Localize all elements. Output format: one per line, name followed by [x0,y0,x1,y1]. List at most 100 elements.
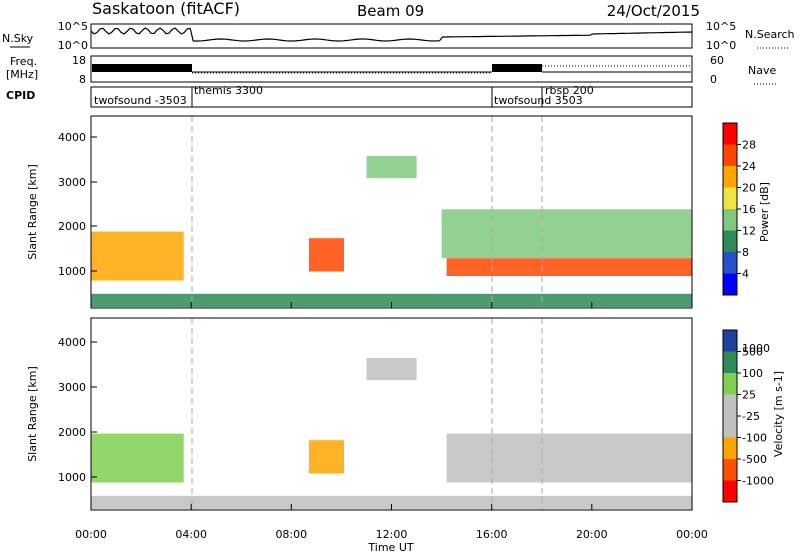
velocity-cbar-ticks-label-4: -25 [742,410,760,423]
velocity-ytick-label-4000: 4000 [58,336,86,349]
xtick-label-1: 00:00 [75,528,107,541]
noise-left-tick-bottom: 10^0 [58,39,88,52]
noise-panel: N.Sky 10^5 10^0 10^5 10^0 N.Search [2,20,795,52]
power-ylabel: Slant Range [km] [26,164,39,260]
velocity-cells-region-4 [366,358,417,381]
cpid-label: CPID [6,89,35,102]
freq-frame [90,55,693,83]
cpid-segment-label-3: twofsound 3503 [494,94,583,107]
power-cbar-ticks-label-1: 4 [742,268,749,281]
nave-label: Nave [748,64,776,77]
power-colorbar-swatch-8 [723,273,737,295]
cpid-panel: CPID twofsound -3503 themis 3300 twofsou… [6,84,693,108]
xaxis-label: Time UT [367,541,413,554]
power-colorbar-label: Power [dB] [758,182,771,242]
power-colorbar [723,123,737,295]
power-cells [91,156,692,308]
xtick-label-6: 20:00 [576,528,608,541]
power-panel: 1000 2000 3000 4000 Slant Range [km] 4 8 1… [26,115,771,309]
velocity-colorbar-swatch-2 [723,351,737,373]
velocity-ytick-label-1000: 1000 [58,471,86,484]
xtick-label-3: 08:00 [275,528,307,541]
velocity-cells-region-3 [446,433,692,483]
power-colorbar-swatch-1 [723,123,737,145]
noise-right-label: N.Search [745,28,795,41]
power-cells-region-1 [91,231,184,281]
velocity-cells-region-2 [308,440,344,474]
cpid-segment-label-1: twofsound -3503 [94,94,187,107]
velocity-colorbar-swatch-6 [723,437,737,459]
noise-left-tick-top: 10^5 [58,20,88,33]
power-cells-region-5 [366,156,417,179]
xtick-label-4: 12:00 [376,528,408,541]
velocity-cells-region-1 [91,433,184,483]
cpid-frame [90,86,693,108]
noise-left-label: N.Sky [2,32,34,45]
beam-title: Beam 09 [357,2,424,20]
freq-label-line2: [MHz] [6,68,38,81]
noise-trace [90,27,693,42]
power-ytick-label-1000: 1000 [58,265,86,278]
power-ytick-label-4000: 4000 [58,131,86,144]
station-title: Saskatoon (fitACF) [92,0,240,18]
power-cbar-ticks-label-2: 8 [742,246,749,259]
freq-band-1 [92,64,192,72]
power-ytick-label-2000: 2000 [58,220,86,233]
freq-label-line1: Freq. [10,55,37,68]
power-yticks: 1000 2000 3000 4000 [58,131,97,278]
velocity-colorbar-swatch-3 [723,373,737,395]
power-cbar-ticks-label-6: 24 [742,160,756,173]
power-cbar-ticks-label-3: 12 [742,225,756,238]
velocity-cbar-ticks-label-5: -100 [742,432,767,445]
xtick-label-7: 00:00 [676,528,708,541]
velocity-ylabel: Slant Range [km] [26,366,39,462]
xtick-label-2: 04:00 [175,528,207,541]
velocity-colorbar-swatch-5 [723,416,737,438]
power-colorbar-swatch-3 [723,166,737,188]
velocity-cbar-ticks-label-3: 25 [742,389,756,402]
velocity-colorbar-label: Velocity [m s-1] [772,371,785,457]
power-colorbar-swatch-6 [723,230,737,252]
power-cells-region-2 [308,238,344,272]
power-colorbar-swatch-5 [723,209,737,231]
velocity-cbar-ticks-label-6: -500 [742,453,767,466]
velocity-yticks: 1000 2000 3000 4000 [58,336,97,484]
frequency-panel: Freq. [MHz] 18 8 60 0 Nave [6,54,778,86]
date-title: 24/Oct/2015 [607,2,700,20]
power-colorbar-swatch-4 [723,187,737,209]
power-cbar-ticks-label-4: 16 [742,203,756,216]
velocity-colorbar-swatch-1 [723,330,737,352]
velocity-ytick-label-2000: 2000 [58,426,86,439]
power-colorbar-ticks: 4 8 12 16 20 24 28 [737,139,756,281]
power-cells-region-4 [441,209,692,259]
power-ytick-label-3000: 3000 [58,176,86,189]
power-cells-region-3 [446,258,692,276]
velocity-panel: 1000 2000 3000 4000 Slant Range [km] 100… [26,317,785,511]
velocity-colorbar [723,330,737,502]
power-cbar-ticks-label-5: 20 [742,182,756,195]
velocity-cbar-ticks-label-7: -1000 [742,475,774,488]
velocity-colorbar-swatch-4 [723,394,737,416]
velocity-ytick-label-3000: 3000 [58,381,86,394]
power-colorbar-swatch-7 [723,252,737,274]
xtick-label-5: 16:00 [476,528,508,541]
freq-left-tick-bottom: 8 [79,73,86,86]
cpid-segment-label-2: themis 3300 [194,84,263,97]
noise-frame [90,23,693,49]
freq-left-tick-top: 18 [72,54,86,67]
time-axis: 00:00 04:00 08:00 12:00 16:00 20:00 00:00 [75,302,708,541]
noise-right-tick-top: 10^5 [706,20,736,33]
velocity-colorbar-swatch-8 [723,480,737,502]
velocity-cbar-ticks-label-top: 1000 [742,342,770,355]
velocity-cbar-ticks-label-1: 500 [742,346,763,359]
freq-right-tick-top: 60 [710,54,724,67]
cpid-segment-label-4: rbsp 200 [545,84,594,97]
velocity-cbar-ticks-label-2: 100 [742,367,763,380]
freq-right-tick-bottom: 0 [710,73,717,86]
freq-band-2 [492,64,542,72]
velocity-cells [91,358,692,510]
noise-right-tick-bottom: 10^0 [706,39,736,52]
power-cbar-ticks-label-7: 28 [742,139,756,152]
velocity-colorbar-swatch-7 [723,459,737,481]
